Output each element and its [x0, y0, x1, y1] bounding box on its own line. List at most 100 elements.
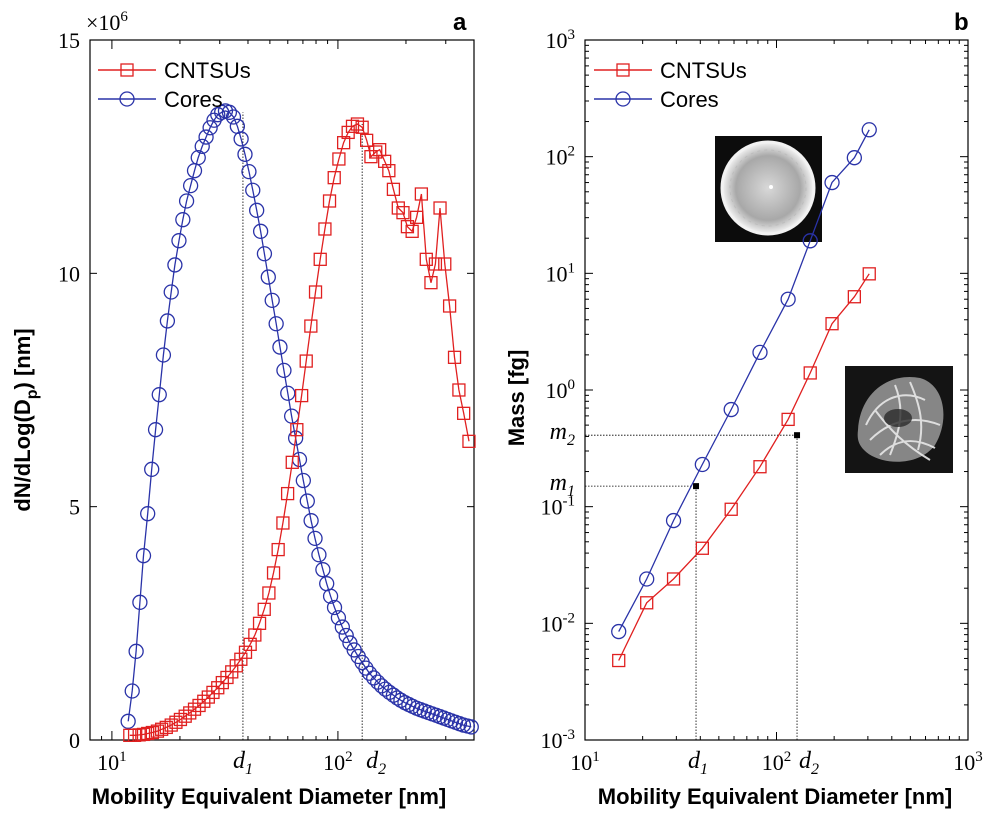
legend-label-0: CNTSUs: [164, 58, 251, 83]
data-point: [241, 163, 257, 180]
data-point: [299, 493, 315, 509]
marker-label-d2: d2: [799, 748, 819, 778]
data-point: [202, 120, 218, 136]
data-point: [304, 319, 318, 333]
data-point: [313, 252, 327, 266]
data-point: [385, 687, 402, 703]
data-point: [201, 690, 215, 704]
data-point: [723, 401, 739, 418]
data-point: [268, 316, 284, 332]
data-point: [120, 713, 136, 729]
data-point: [280, 385, 296, 401]
data-point: [824, 174, 840, 191]
data-point: [318, 222, 332, 236]
panel-label-a: a: [453, 9, 467, 36]
marker-label-m2: m2: [550, 419, 575, 449]
data-point: [150, 724, 165, 738]
data-point: [327, 171, 341, 185]
series-group-a: [120, 103, 479, 742]
data-point: [276, 516, 290, 530]
data-point: [182, 177, 199, 194]
y-tick-label-b: 100: [546, 377, 576, 403]
data-point: [266, 566, 281, 580]
data-point: [386, 182, 401, 196]
data-point: [192, 698, 206, 713]
marker-label-d2: d2: [366, 748, 386, 778]
data-point: [307, 530, 323, 547]
data-point: [665, 512, 682, 529]
data-point: [847, 290, 862, 304]
data-point: [612, 653, 626, 668]
data-point: [396, 206, 410, 220]
data-point: [276, 362, 292, 379]
data-point: [262, 586, 276, 600]
data-point: [272, 339, 288, 355]
data-point: [463, 719, 479, 735]
data-point: [238, 645, 253, 659]
data-point: [405, 224, 419, 238]
data-point: [428, 257, 443, 271]
data-point: [211, 681, 225, 695]
data-point: [294, 388, 309, 403]
data-point: [252, 616, 267, 630]
data-point: [393, 692, 409, 708]
data-point: [183, 706, 197, 720]
data-point: [215, 675, 229, 690]
data-point: [175, 212, 191, 228]
data-point: [452, 383, 466, 397]
x-tick-label-b: 103: [953, 749, 983, 775]
marker-label-m1: m1: [550, 470, 575, 500]
x-tick-label-b: 102: [762, 749, 792, 775]
data-point: [803, 366, 817, 380]
data-point: [315, 562, 331, 578]
y-tick-label-b: 102: [546, 144, 576, 170]
data-point: [124, 683, 140, 699]
data-point: [256, 246, 273, 262]
panel-label-b: b: [954, 9, 969, 36]
data-point: [311, 547, 327, 563]
legend-marker-1: [119, 91, 135, 107]
data-point: [414, 187, 429, 201]
data-point: [178, 709, 192, 723]
y-multiplier-a: ×106: [86, 9, 128, 35]
series-line-b-cntsus: [618, 273, 870, 661]
x-tick-label-b: 101: [570, 749, 600, 775]
data-point: [159, 720, 173, 735]
data-point: [245, 182, 261, 198]
intersection-point: [693, 483, 700, 490]
x-axis-label-b: Mobility Equivalent Diameter [nm]: [598, 784, 953, 809]
marker-label-d1: d1: [688, 748, 708, 778]
data-point: [140, 506, 156, 522]
data-point: [457, 406, 471, 420]
plot-frame-a: [89, 39, 475, 741]
data-point: [391, 201, 405, 215]
data-point: [285, 455, 299, 469]
data-point: [167, 257, 183, 273]
data-point: [332, 152, 346, 166]
data-point: [862, 267, 876, 281]
data-point: [366, 670, 382, 686]
axes-ticks-b: 10-3 10-2 10-1 100 101 102 103 101 102 103: [541, 27, 983, 775]
data-point: [178, 193, 195, 209]
data-point: [378, 154, 392, 168]
data-point: [141, 726, 155, 741]
series-group-b: [611, 122, 877, 668]
data-point: [438, 257, 452, 271]
y-tick-label-a: 10: [58, 261, 80, 286]
data-point: [330, 610, 347, 626]
data-point: [781, 412, 795, 427]
data-point: [271, 542, 285, 557]
data-point: [433, 201, 447, 215]
data-point: [206, 685, 220, 700]
legend-b: CNTSUs Cores: [594, 58, 747, 112]
legend-label-0: CNTSUs: [660, 58, 747, 83]
data-point: [753, 460, 767, 474]
data-point: [358, 660, 374, 676]
data-point: [147, 422, 164, 438]
data-point: [260, 269, 276, 285]
x-axis-label-a: Mobility Equivalent Diameter [nm]: [92, 784, 447, 809]
data-point: [295, 472, 311, 489]
data-point: [447, 350, 462, 364]
insets-b: [715, 136, 953, 473]
